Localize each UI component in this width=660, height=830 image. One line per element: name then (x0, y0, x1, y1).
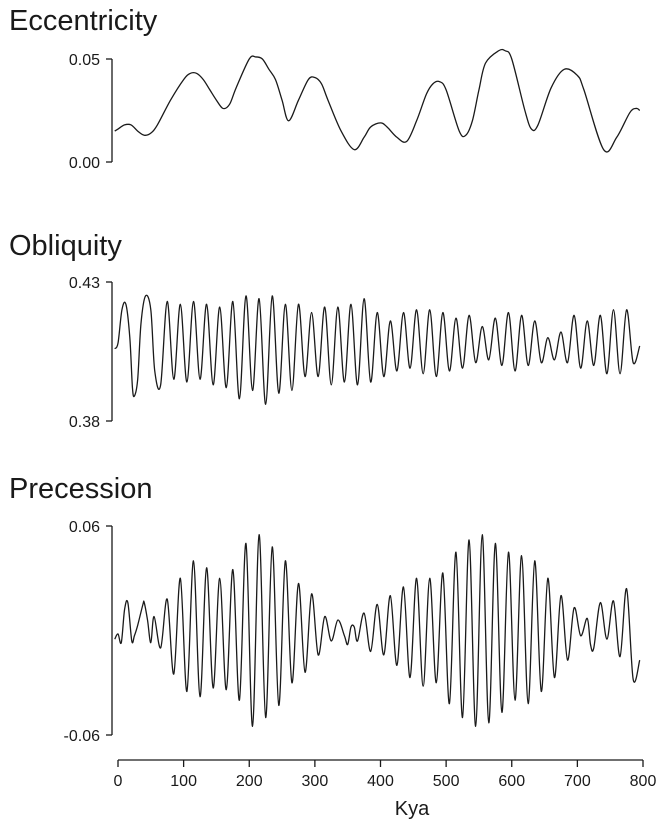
precession-title: Precession (9, 473, 152, 505)
obliquity-series-line (114, 294, 641, 405)
x-tick-label-600: 600 (498, 773, 525, 790)
eccentricity-y-tick-label-top: 0.05 (69, 52, 100, 69)
obliquity-title: Obliquity (9, 230, 122, 262)
x-tick-label-700: 700 (564, 773, 591, 790)
precession-series-line (114, 534, 641, 727)
obliquity-panel: Obliquity 0.43 0.38 (9, 230, 641, 431)
x-axis-ticks: 0 100 200 300 400 500 600 700 800 (114, 760, 657, 790)
x-axis-label: Kya (395, 798, 430, 820)
eccentricity-panel: Eccentricity 0.05 0.00 (9, 5, 641, 172)
x-tick-label-200: 200 (236, 773, 263, 790)
eccentricity-series-line (114, 48, 641, 153)
precession-y-tick-label-top: 0.06 (69, 519, 100, 536)
precession-y-tick-label-bottom: -0.06 (64, 728, 101, 745)
precession-panel: Precession 0.06 -0.06 0 100 200 300 400 500 60… (9, 473, 656, 820)
x-tick-label-0: 0 (114, 773, 123, 790)
x-tick-label-100: 100 (170, 773, 197, 790)
x-tick-label-300: 300 (302, 773, 329, 790)
eccentricity-title: Eccentricity (9, 5, 158, 37)
x-tick-label-400: 400 (367, 773, 394, 790)
eccentricity-y-tick-label-bottom: 0.00 (69, 155, 100, 172)
x-tick-label-500: 500 (433, 773, 460, 790)
obliquity-y-tick-label-bottom: 0.38 (69, 414, 100, 431)
obliquity-y-tick-label-top: 0.43 (69, 275, 100, 292)
x-tick-label-800: 800 (630, 773, 657, 790)
